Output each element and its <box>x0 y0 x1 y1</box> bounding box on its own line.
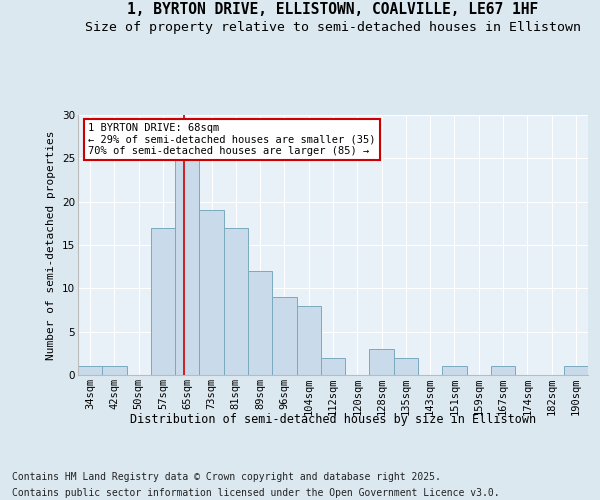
Text: 1 BYRTON DRIVE: 68sqm
← 29% of semi-detached houses are smaller (35)
70% of semi: 1 BYRTON DRIVE: 68sqm ← 29% of semi-deta… <box>88 123 376 156</box>
Text: Distribution of semi-detached houses by size in Ellistown: Distribution of semi-detached houses by … <box>130 412 536 426</box>
Y-axis label: Number of semi-detached properties: Number of semi-detached properties <box>46 130 56 360</box>
Bar <box>175 141 199 375</box>
Bar <box>394 358 418 375</box>
Bar <box>491 366 515 375</box>
Bar <box>321 358 345 375</box>
Bar <box>248 271 272 375</box>
Bar <box>78 366 102 375</box>
Bar <box>102 366 127 375</box>
Text: Size of property relative to semi-detached houses in Ellistown: Size of property relative to semi-detach… <box>85 21 581 34</box>
Bar <box>370 349 394 375</box>
Bar <box>151 228 175 375</box>
Text: 1, BYRTON DRIVE, ELLISTOWN, COALVILLE, LE67 1HF: 1, BYRTON DRIVE, ELLISTOWN, COALVILLE, L… <box>127 2 539 18</box>
Bar <box>224 228 248 375</box>
Bar <box>564 366 588 375</box>
Bar <box>296 306 321 375</box>
Text: Contains public sector information licensed under the Open Government Licence v3: Contains public sector information licen… <box>12 488 500 498</box>
Text: Contains HM Land Registry data © Crown copyright and database right 2025.: Contains HM Land Registry data © Crown c… <box>12 472 441 482</box>
Bar <box>272 297 296 375</box>
Bar <box>442 366 467 375</box>
Bar <box>199 210 224 375</box>
